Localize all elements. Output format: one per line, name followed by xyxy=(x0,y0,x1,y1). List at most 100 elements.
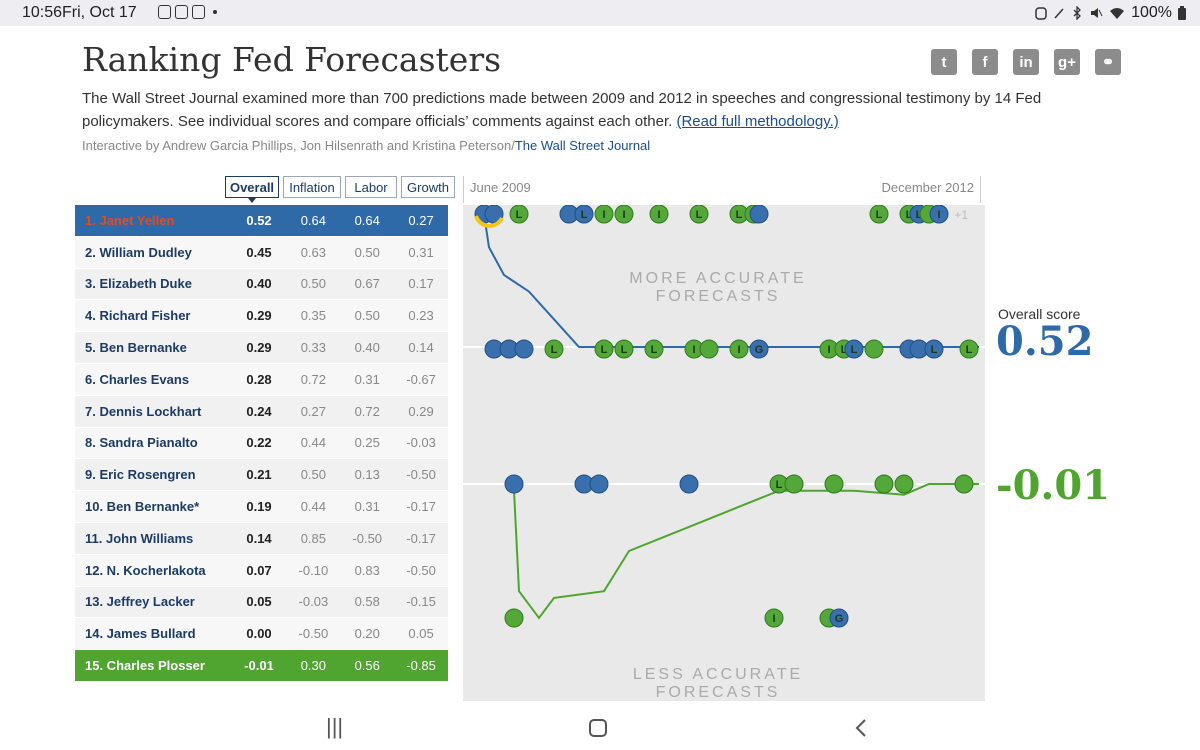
inflation-score: -0.03 xyxy=(298,594,329,610)
growth-score: 0.23 xyxy=(408,308,434,324)
inflation-score: 0.50 xyxy=(300,467,327,483)
overall-score: 0.14 xyxy=(246,530,272,546)
forecaster-name: 15. Charles Plosser xyxy=(85,658,205,674)
notification-icon xyxy=(175,5,188,19)
tab-growth[interactable]: Growth xyxy=(401,176,455,198)
growth-score: -0.50 xyxy=(406,562,436,578)
table-row[interactable]: 1. Janet Yellen 0.52 0.64 0.64 0.27 xyxy=(75,205,448,237)
labor-score: 0.72 xyxy=(354,403,380,419)
navigation-bar: ||| xyxy=(0,704,1200,750)
inflation-score: 0.30 xyxy=(300,658,327,674)
prediction-label: I xyxy=(827,344,830,356)
growth-score: -0.03 xyxy=(406,435,436,451)
table-row[interactable]: 8. Sandra Pianalto 0.22 0.44 0.25 -0.03 xyxy=(75,427,448,460)
prediction-label: L xyxy=(736,209,743,221)
prediction-label: L xyxy=(621,344,628,356)
prediction-point xyxy=(614,339,634,359)
tab-overall[interactable]: Overall xyxy=(225,176,279,203)
overall-score: 0.07 xyxy=(246,562,272,578)
overall-score-bottom: -0.01 xyxy=(996,462,1111,509)
table-row[interactable]: 13. Jeffrey Lacker 0.05 -0.03 0.58 -0.15 xyxy=(75,586,448,619)
link-icon[interactable]: ⚭ xyxy=(1095,49,1121,75)
prediction-label: L xyxy=(601,344,608,356)
alarm-icon xyxy=(1035,7,1047,20)
table-row[interactable]: 4. Richard Fisher 0.29 0.35 0.50 0.23 xyxy=(75,300,448,333)
table-row[interactable]: 12. N. Kocherlakota 0.07 -0.10 0.83 -0.50 xyxy=(75,554,448,587)
labor-score: 0.25 xyxy=(354,435,380,451)
less-accurate-label: LESS ACCURATE xyxy=(633,666,803,683)
notification-icons xyxy=(158,5,217,19)
table-row[interactable]: 9. Eric Rosengren 0.21 0.50 0.13 -0.50 xyxy=(75,459,448,492)
prediction-point xyxy=(844,339,864,359)
table-row[interactable]: 2. William Dudley 0.45 0.63 0.50 0.31 xyxy=(75,236,448,269)
table-row[interactable]: 6. Charles Evans 0.28 0.72 0.31 -0.67 xyxy=(75,363,448,396)
prediction-label: I xyxy=(737,344,740,356)
prediction-point xyxy=(504,474,524,494)
prediction-point xyxy=(874,474,894,494)
overall-score: 0.28 xyxy=(246,371,272,387)
table-row[interactable]: 14. James Bullard 0.00 -0.50 0.20 0.05 xyxy=(75,618,448,651)
prediction-label: L xyxy=(841,344,848,356)
overall-score: -0.01 xyxy=(244,658,274,674)
tab-labor[interactable]: Labor xyxy=(345,176,397,198)
overall-score: 0.45 xyxy=(246,244,272,260)
mute-icon xyxy=(1091,8,1103,18)
system-icons: 100% xyxy=(1035,4,1186,22)
growth-score: 0.31 xyxy=(408,244,434,260)
table-row[interactable]: 10. Ben Bernanke* 0.19 0.44 0.31 -0.17 xyxy=(75,491,448,523)
table-row[interactable]: 11. John Williams 0.14 0.85 -0.50 -0.17 xyxy=(75,522,448,555)
table-row[interactable]: 7. Dennis Lockhart 0.24 0.27 0.72 0.29 xyxy=(75,395,448,428)
more-accurate-label: FORECASTS xyxy=(656,288,781,305)
forecaster-name: 5. Ben Bernanke xyxy=(85,340,187,356)
prediction-label: L xyxy=(966,344,973,356)
prediction-point xyxy=(864,339,884,359)
inflation-score: 0.27 xyxy=(300,403,327,419)
status-time: 10:56 xyxy=(22,4,63,21)
inflation-score: 0.85 xyxy=(300,530,327,546)
inflation-score: 0.50 xyxy=(300,276,327,292)
forecaster-name: 3. Elizabeth Duke xyxy=(85,276,192,292)
forecaster-name: 13. Jeffrey Lacker xyxy=(85,594,195,610)
prediction-point xyxy=(594,339,614,359)
forecaster-name: 12. N. Kocherlakota xyxy=(85,562,206,578)
recent-apps-button[interactable]: ||| xyxy=(326,714,344,739)
facebook-icon[interactable]: f xyxy=(972,49,998,75)
google-plus-icon[interactable]: g+ xyxy=(1054,49,1080,75)
methodology-link[interactable]: (Read full methodology.) xyxy=(676,113,839,130)
labor-score: 0.50 xyxy=(354,244,380,260)
inflation-score: 0.33 xyxy=(300,340,327,356)
twitter-icon[interactable]: t xyxy=(931,49,957,75)
table-row[interactable]: 15. Charles Plosser -0.01 0.30 0.56 -0.85 xyxy=(75,650,448,682)
prediction-point xyxy=(894,474,914,494)
forecaster-name: 14. James Bullard xyxy=(85,626,196,642)
prediction-point xyxy=(679,474,699,494)
prediction-point xyxy=(959,339,979,359)
growth-score: -0.85 xyxy=(406,658,436,674)
forecaster-name: 9. Eric Rosengren xyxy=(85,467,196,483)
forecaster-name: 4. Richard Fisher xyxy=(85,308,191,324)
overall-score-top: 0.52 xyxy=(996,318,1094,365)
chart-end-label: December 2012 xyxy=(881,180,975,195)
table-row[interactable]: 3. Elizabeth Duke 0.40 0.50 0.67 0.17 xyxy=(75,268,448,301)
inflation-score: -0.10 xyxy=(298,562,329,578)
growth-score: 0.05 xyxy=(408,626,434,642)
table-row[interactable]: 5. Ben Bernanke 0.29 0.33 0.40 0.14 xyxy=(75,332,448,364)
inflation-score: 0.64 xyxy=(300,212,327,228)
overall-score: 0.21 xyxy=(246,467,272,483)
labor-score: 0.20 xyxy=(354,626,380,642)
tab-inflation[interactable]: Inflation xyxy=(283,176,341,198)
inflation-score: -0.50 xyxy=(298,626,329,642)
more-accurate-label: MORE ACCURATE xyxy=(629,270,806,287)
inflation-score: 0.72 xyxy=(300,371,327,387)
prediction-label: I xyxy=(772,613,775,625)
messenger-icon xyxy=(192,5,205,19)
home-button[interactable] xyxy=(589,719,607,737)
notification-icon xyxy=(158,5,171,19)
growth-score: 0.17 xyxy=(408,276,434,292)
linkedin-icon[interactable]: in xyxy=(1013,49,1039,75)
overall-score: 0.00 xyxy=(246,626,272,642)
overall-score: 0.05 xyxy=(246,594,272,610)
prediction-label: L xyxy=(696,209,703,221)
back-button[interactable] xyxy=(854,718,868,738)
